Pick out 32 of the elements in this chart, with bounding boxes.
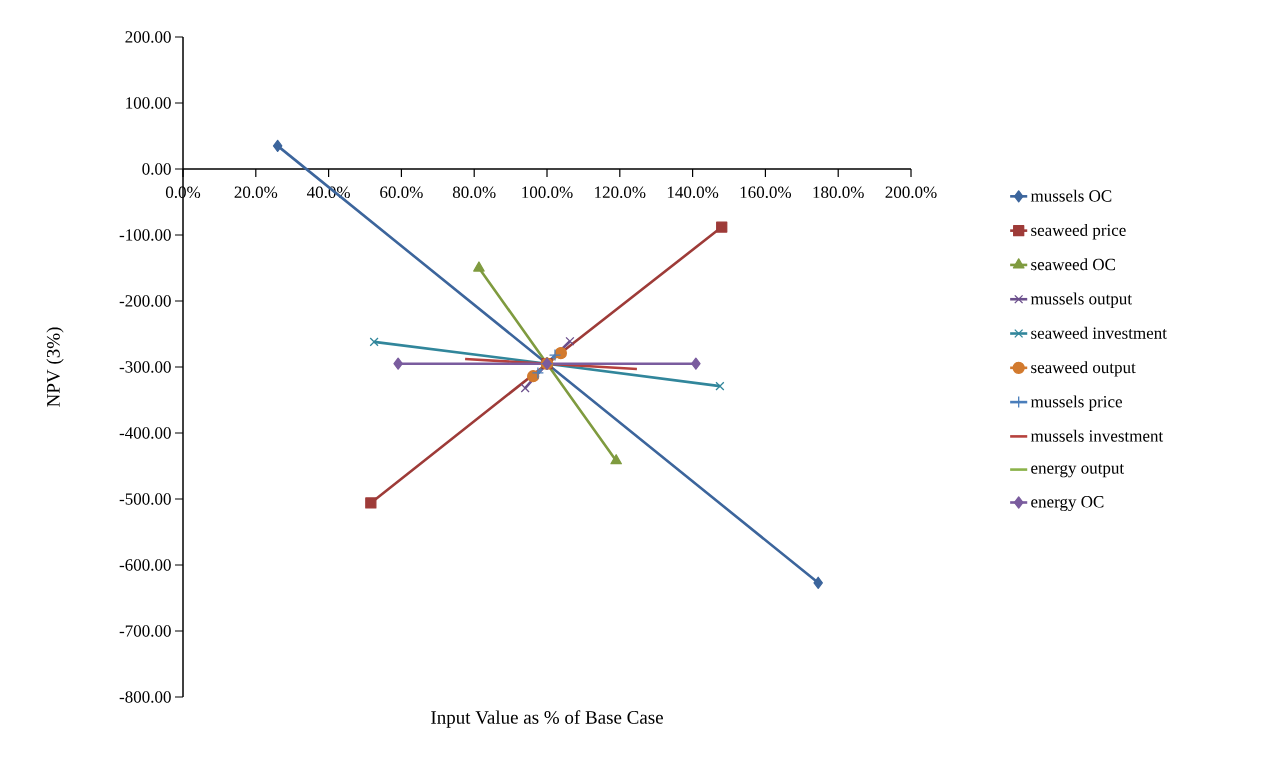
x-tick-label: 80.0% [452, 186, 496, 199]
legend-label: energy output [1031, 464, 1125, 478]
x-tick-label: 60.0% [380, 186, 423, 199]
y-tick-label: -300.00 [119, 361, 171, 373]
x-axis-title: Input Value as % of Base Case [431, 710, 663, 728]
y-tick-label: -800.00 [119, 691, 171, 703]
x-tick-label: 180.0% [813, 186, 864, 199]
y-tick-label: -400.00 [119, 427, 171, 439]
y-tick-label: 200.00 [125, 31, 171, 43]
x-tick-label: 200.0% [885, 186, 937, 199]
x-tick-label: 100.0% [522, 186, 573, 199]
legend-label: mussels price [1030, 395, 1122, 411]
y-axis-title: NPV (3%) [46, 327, 64, 407]
x-tick-label: 20.0% [234, 186, 278, 199]
y-tick-label: -100.00 [119, 229, 171, 241]
y-tick-label: 0.00 [142, 163, 171, 175]
legend-label: mussels investment [1030, 429, 1164, 442]
legend-label: seaweed investment [1031, 326, 1167, 339]
legend-label: seaweed output [1031, 361, 1136, 377]
x-tick-label: 120.0% [595, 186, 646, 199]
legend-label: mussels output [1030, 292, 1132, 308]
y-tick-label: 100.00 [126, 97, 171, 109]
y-tick-label: -700.00 [119, 625, 171, 637]
y-tick-label: -600.00 [119, 559, 171, 571]
y-tick-label: -500.00 [119, 493, 171, 505]
x-tick-label: 140.0% [667, 186, 719, 199]
legend-label: energy OC [1031, 496, 1104, 512]
x-tick-label: 160.0% [740, 186, 792, 199]
legend-label: mussels OC [1030, 189, 1112, 202]
y-tick-label: -200.00 [119, 295, 171, 307]
legend-label: seaweed price [1031, 223, 1126, 240]
legend-label: seaweed OC [1031, 258, 1115, 271]
